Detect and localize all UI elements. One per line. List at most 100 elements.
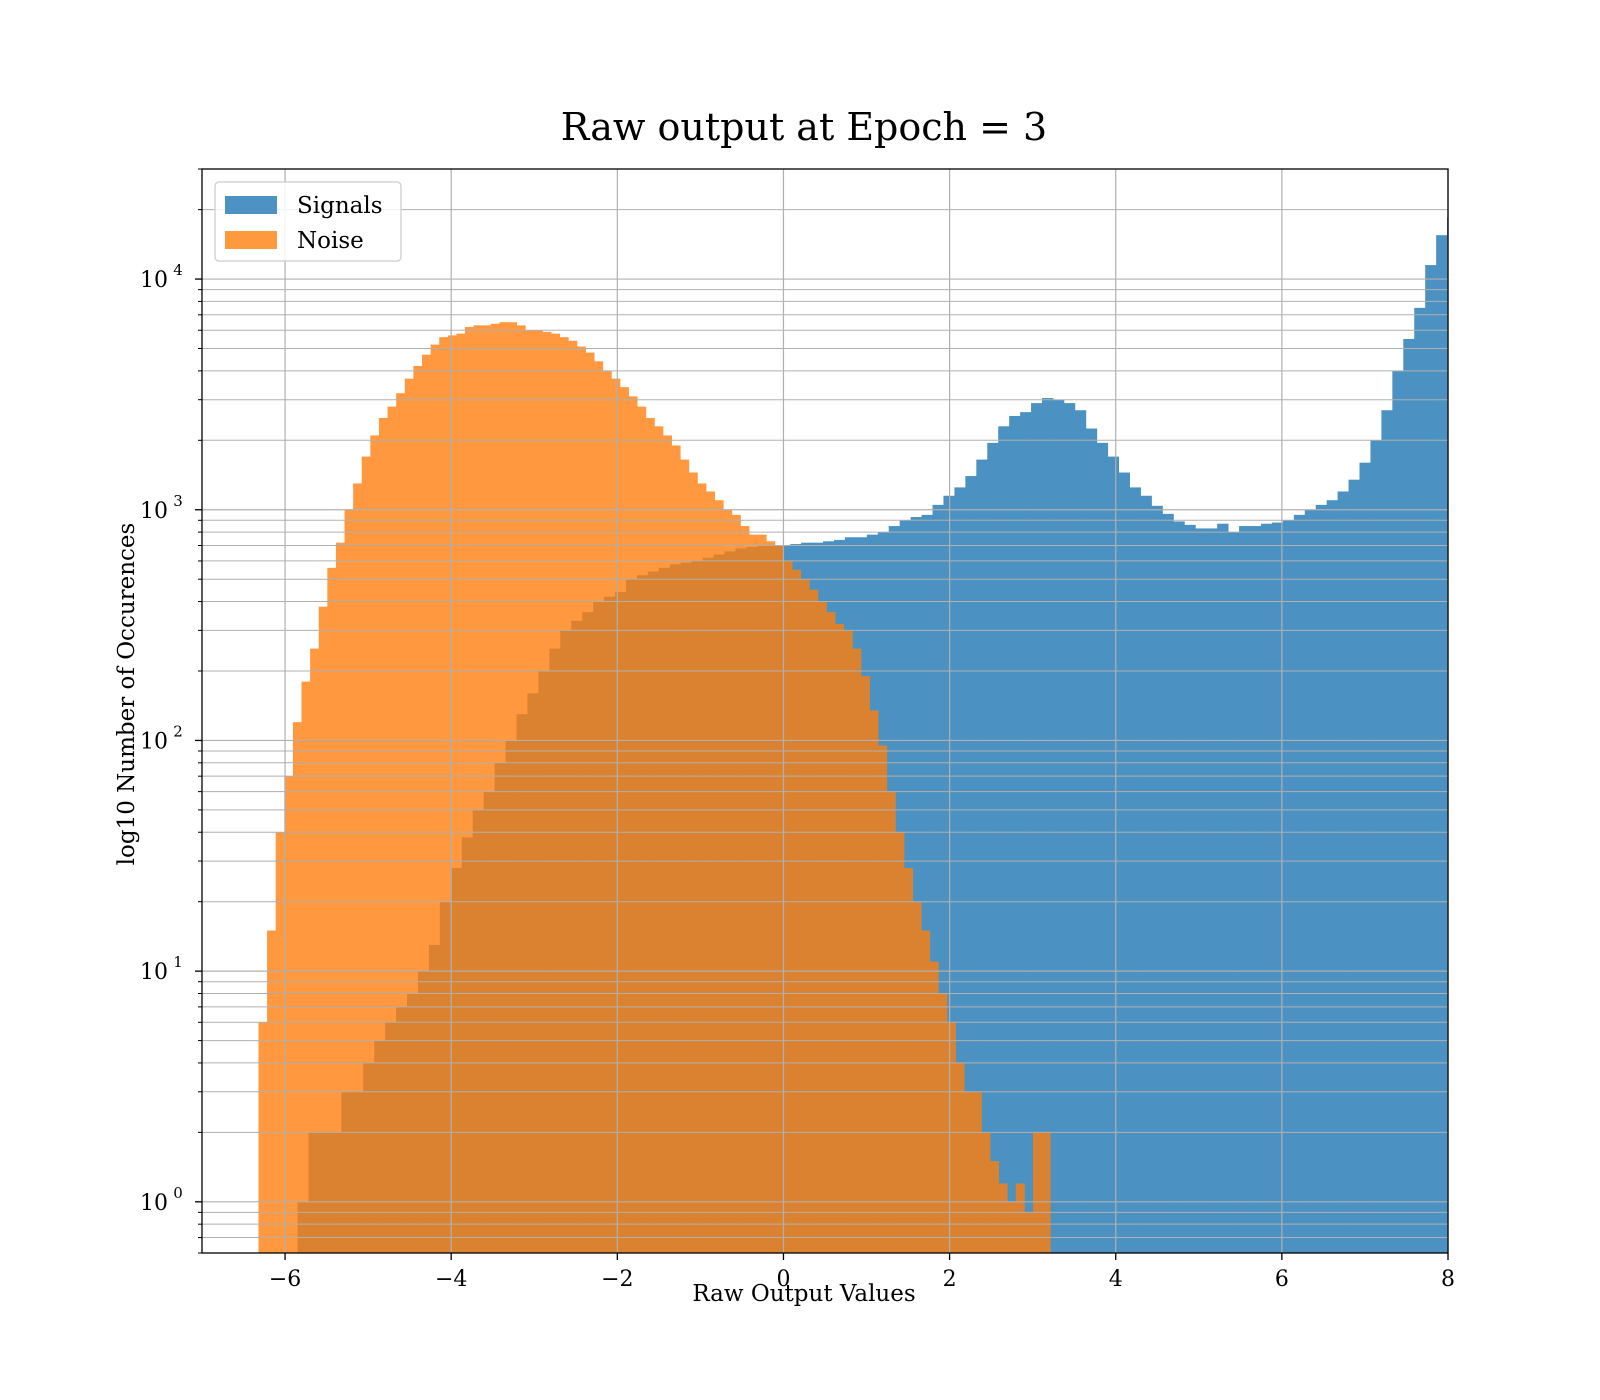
bar-signals	[1578, 564, 1589, 1253]
bar-signals	[954, 487, 966, 1253]
x-tick-label: −6	[269, 1267, 301, 1292]
bar-noise	[344, 509, 354, 1253]
bar-signals	[987, 442, 999, 1253]
bar-noise	[568, 340, 578, 1253]
bar-signals	[1469, 226, 1480, 1253]
bar-noise	[318, 606, 328, 1253]
bar-noise	[465, 326, 475, 1253]
bar-signals	[1184, 524, 1196, 1253]
bar-signals	[1568, 510, 1579, 1253]
bar-noise	[835, 623, 845, 1253]
legend-label-noise: Noise	[297, 228, 364, 254]
y-tick-label: 10	[140, 729, 168, 754]
bars-layer	[258, 212, 1600, 1253]
bar-noise	[611, 378, 621, 1253]
bar-signals	[1052, 399, 1065, 1253]
bar-signals	[1195, 528, 1207, 1253]
bar-signals	[1425, 265, 1437, 1253]
bar-signals	[1502, 339, 1513, 1253]
bar-noise	[499, 322, 509, 1253]
y-tick-exponent: 0	[173, 1184, 183, 1202]
y-tick-exponent: 2	[173, 722, 183, 740]
bar-signals	[1535, 408, 1546, 1253]
bar-noise	[292, 722, 302, 1253]
bar-noise	[895, 832, 905, 1253]
bar-noise	[740, 526, 750, 1253]
bar-signals	[1042, 398, 1054, 1253]
bar-noise	[946, 1022, 956, 1253]
x-tick-label: 2	[943, 1267, 957, 1292]
bar-noise	[929, 961, 939, 1253]
bar-signals	[1107, 456, 1120, 1253]
bar-signals	[1381, 410, 1393, 1253]
bar-signals	[1458, 212, 1469, 1253]
bar-noise	[404, 378, 414, 1253]
bar-signals	[1436, 235, 1448, 1253]
bar-noise	[800, 579, 810, 1253]
y-axis-label: log10 Number of Occurences	[114, 523, 140, 866]
bar-signals	[1403, 338, 1415, 1253]
x-tick-label: 4	[1109, 1267, 1123, 1292]
legend: Signals Noise	[214, 181, 402, 262]
bar-noise	[981, 1132, 991, 1253]
bar-signals	[1370, 440, 1382, 1253]
bar-noise	[602, 370, 612, 1253]
bar-signals	[1140, 495, 1152, 1253]
bar-noise	[1024, 1212, 1034, 1253]
bar-noise	[439, 337, 449, 1253]
legend-label-signals: Signals	[297, 193, 383, 219]
bar-noise	[955, 1062, 965, 1253]
bar-signals	[1162, 513, 1174, 1253]
bar-noise	[972, 1091, 982, 1253]
bar-signals	[1392, 370, 1404, 1253]
bar-noise	[482, 325, 492, 1253]
bar-signals	[1513, 359, 1524, 1253]
bar-noise	[912, 901, 922, 1253]
bar-noise	[619, 387, 629, 1253]
series-noise	[258, 322, 1051, 1253]
bar-noise	[671, 445, 681, 1253]
bar-signals	[1282, 520, 1295, 1253]
bar-signals	[1315, 504, 1328, 1253]
bar-noise	[723, 509, 733, 1253]
bar-noise	[327, 567, 337, 1253]
bar-noise	[714, 500, 724, 1253]
bar-signals	[1009, 415, 1021, 1253]
bar-signals	[1239, 526, 1251, 1253]
bar-noise	[705, 491, 715, 1253]
bar-noise	[809, 589, 819, 1253]
bar-noise	[585, 352, 595, 1253]
bar-noise	[731, 514, 741, 1253]
bar-noise	[353, 483, 363, 1253]
bar-signals	[921, 514, 933, 1253]
x-tick-label: −4	[435, 1267, 467, 1292]
x-tick-label: 0	[776, 1267, 790, 1292]
bar-noise	[387, 406, 397, 1253]
bar-noise	[542, 331, 552, 1253]
y-tick-exponent: 4	[173, 261, 183, 279]
bar-noise	[654, 426, 664, 1253]
bar-signals	[1557, 483, 1568, 1253]
bar-noise	[860, 676, 870, 1253]
bar-noise	[628, 396, 638, 1253]
bar-noise	[301, 681, 311, 1253]
bar-noise	[662, 435, 672, 1253]
bar-signals	[998, 426, 1010, 1253]
bar-noise	[637, 406, 647, 1253]
bar-signals	[1260, 523, 1273, 1253]
bar-signals	[1304, 509, 1317, 1253]
bar-noise	[508, 322, 518, 1253]
bar-noise	[310, 648, 320, 1253]
bar-noise	[1033, 1132, 1043, 1253]
bar-noise	[817, 601, 827, 1253]
bar-noise	[594, 361, 604, 1253]
bar-signals	[1359, 462, 1371, 1253]
bar-noise	[396, 393, 406, 1253]
bar-signals	[1480, 261, 1491, 1253]
bar-signals	[1173, 521, 1185, 1253]
bar-signals	[1589, 657, 1600, 1253]
bar-signals	[1074, 410, 1087, 1253]
bar-noise	[1015, 1183, 1025, 1253]
bar-noise	[852, 648, 862, 1253]
